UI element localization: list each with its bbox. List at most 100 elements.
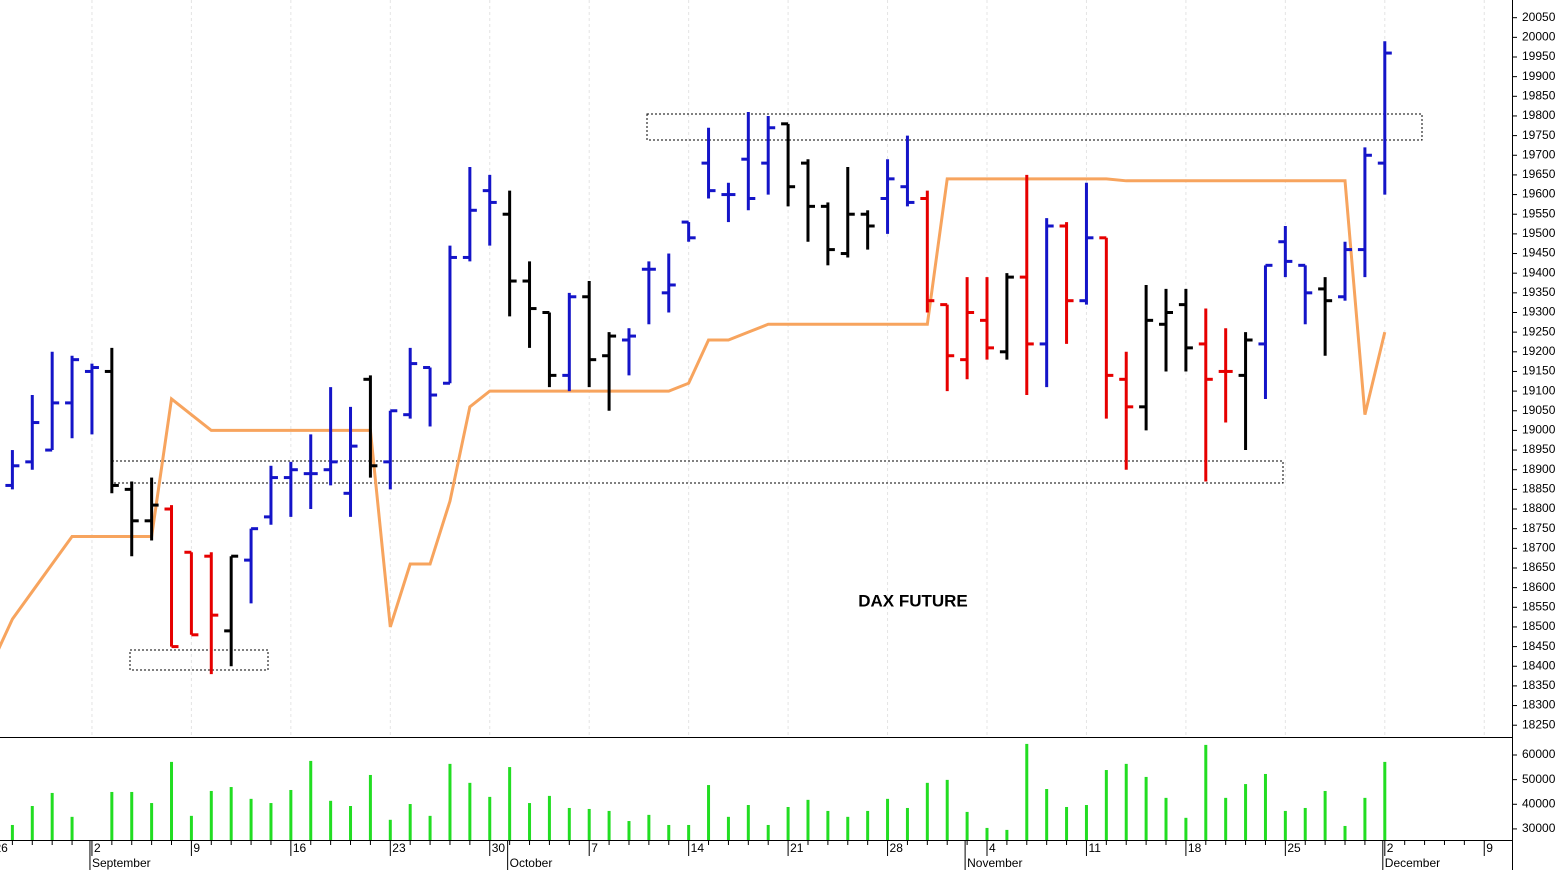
month-label: November xyxy=(967,856,1022,870)
volume-bar xyxy=(866,810,870,840)
y-tick-label: 60000 xyxy=(1522,747,1556,761)
y-tick-label: 19050 xyxy=(1522,403,1556,417)
volume-bar xyxy=(726,816,730,840)
y-tick-label: 18450 xyxy=(1522,639,1556,653)
volume-bar xyxy=(1065,806,1069,840)
y-tick-label: 18700 xyxy=(1522,540,1556,554)
volume-bar xyxy=(846,816,850,840)
volume-bar xyxy=(587,808,591,840)
volume-bar xyxy=(209,790,213,840)
x-tick-label: 18 xyxy=(1188,841,1202,855)
volume-bar xyxy=(1224,797,1228,840)
volume-bar xyxy=(1144,776,1148,840)
month-label: October xyxy=(510,856,553,870)
volume-bar xyxy=(1164,797,1168,840)
volume-bar xyxy=(189,815,193,840)
volume-bar xyxy=(1283,810,1287,840)
volume-bar xyxy=(1104,770,1108,840)
volume-bar xyxy=(806,799,810,840)
y-tick-label: 18950 xyxy=(1522,442,1556,456)
y-tick-label: 18350 xyxy=(1522,678,1556,692)
y-tick-label: 18250 xyxy=(1522,717,1556,731)
y-tick-label: 18800 xyxy=(1522,501,1556,515)
volume-bar xyxy=(1303,807,1307,840)
volume-bar xyxy=(1184,817,1188,840)
volume-bar xyxy=(647,814,651,840)
volume-bar xyxy=(50,792,54,840)
y-tick-label: 18750 xyxy=(1522,521,1556,535)
y-tick-label: 19650 xyxy=(1522,167,1556,181)
y-tick-label: 19350 xyxy=(1522,285,1556,299)
y-tick-label: 19750 xyxy=(1522,128,1556,142)
volume-bar xyxy=(528,803,532,840)
y-tick-label: 19850 xyxy=(1522,88,1556,102)
x-tick-label: 9 xyxy=(193,841,200,855)
volume-bar xyxy=(707,785,711,840)
volume-bar xyxy=(349,806,353,840)
volume-bar xyxy=(1124,763,1128,840)
x-tick-label: 2 xyxy=(1387,841,1394,855)
volume-bar xyxy=(408,804,412,840)
volume-bar xyxy=(687,824,691,840)
volume-bar xyxy=(945,779,949,840)
y-tick-label: 19700 xyxy=(1522,147,1556,161)
y-tick-label: 19400 xyxy=(1522,265,1556,279)
y-tick-label: 19000 xyxy=(1522,423,1556,437)
volume-bar xyxy=(965,811,969,840)
volume-bar xyxy=(1084,805,1088,840)
volume-bar xyxy=(547,795,551,840)
y-tick-label: 18650 xyxy=(1522,560,1556,574)
y-tick-label: 18300 xyxy=(1522,698,1556,712)
resistance-zone xyxy=(646,113,1423,141)
volume-bar xyxy=(10,824,14,840)
x-tick-label: 28 xyxy=(890,841,904,855)
y-tick-label: 19300 xyxy=(1522,305,1556,319)
y-tick-label: 30000 xyxy=(1522,821,1556,835)
volume-bar xyxy=(627,821,631,840)
x-tick-label: 16 xyxy=(293,841,307,855)
volume-bar xyxy=(329,800,333,840)
volume-bar xyxy=(508,767,512,840)
month-label: December xyxy=(1385,856,1440,870)
support-zone xyxy=(111,460,1284,484)
volume-bar xyxy=(1204,744,1208,840)
y-tick-label: 19250 xyxy=(1522,324,1556,338)
volume-bar xyxy=(269,803,273,840)
y-tick-label: 19600 xyxy=(1522,187,1556,201)
volume-bar xyxy=(30,806,34,840)
volume-bar xyxy=(826,810,830,840)
volume-bar xyxy=(170,761,174,840)
x-tick-label: 14 xyxy=(691,841,705,855)
x-tick-label: 25 xyxy=(1287,841,1301,855)
volume-bar xyxy=(368,774,372,840)
x-tick-label: 4 xyxy=(989,841,996,855)
overlay-line xyxy=(0,177,1387,650)
x-tick-label: 23 xyxy=(392,841,406,855)
y-tick-label: 19450 xyxy=(1522,246,1556,260)
volume-bar xyxy=(1025,743,1029,840)
volume-bar xyxy=(1383,761,1387,840)
volume-bar xyxy=(1263,773,1267,840)
volume-bar xyxy=(1005,829,1009,840)
volume-bar xyxy=(388,819,392,840)
volume-bar xyxy=(150,803,154,840)
y-tick-label: 19950 xyxy=(1522,49,1556,63)
x-tick-label: 2 xyxy=(94,841,101,855)
volume-bar xyxy=(886,798,890,840)
x-tick-label: 11 xyxy=(1088,841,1101,855)
x-tick-label: 9 xyxy=(1486,841,1493,855)
volume-bar xyxy=(667,824,671,840)
volume-bar xyxy=(468,782,472,840)
low-zone xyxy=(129,649,269,671)
y-tick-label: 40000 xyxy=(1522,796,1556,810)
volume-bar xyxy=(229,787,233,840)
volume-bar xyxy=(766,824,770,840)
volume-bar xyxy=(448,763,452,840)
volume-bar xyxy=(488,796,492,840)
volume-bar xyxy=(1343,825,1347,840)
volume-bar xyxy=(289,789,293,840)
volume-bar xyxy=(428,815,432,840)
